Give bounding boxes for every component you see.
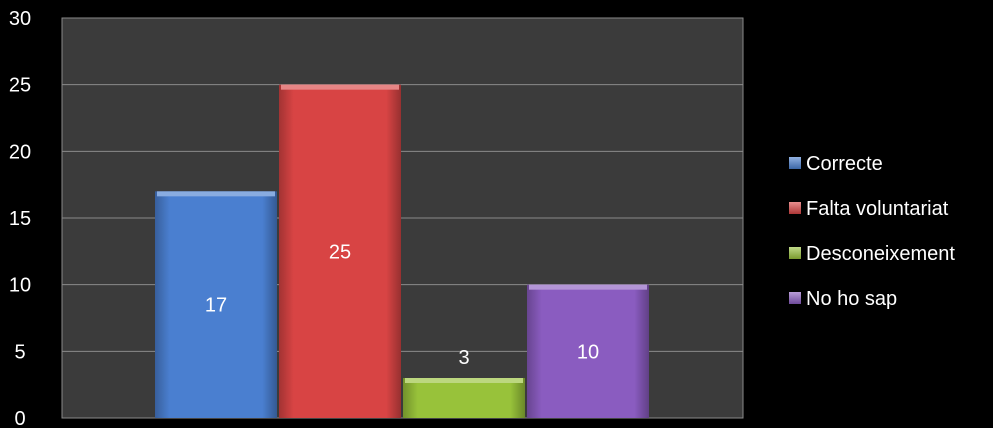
legend-label: Desconeixement: [806, 243, 955, 265]
y-tick-label: 25: [9, 75, 31, 97]
y-tick-label: 20: [9, 141, 31, 163]
data-label: 3: [458, 347, 469, 369]
legend-swatch: [789, 202, 801, 214]
legend-swatch: [789, 292, 801, 304]
bar-top-highlight: [281, 85, 399, 90]
data-label: 17: [205, 295, 227, 317]
legend-label: Correcte: [806, 153, 883, 175]
bar-top-highlight: [405, 378, 523, 383]
data-label: 10: [577, 341, 599, 363]
legend-label: Falta voluntariat: [806, 198, 949, 220]
legend-swatch: [789, 157, 801, 169]
data-label: 25: [329, 241, 351, 263]
y-tick-label: 10: [9, 275, 31, 297]
y-tick-label: 0: [14, 408, 25, 428]
bar-top-highlight: [529, 285, 647, 290]
bar-desconeixement: [403, 378, 525, 418]
legend-label: No ho sap: [806, 288, 897, 310]
y-tick-label: 15: [9, 208, 31, 230]
legend: Correcte Falta voluntariat Desconeixement N…: [789, 153, 955, 310]
y-axis-ticks: 0 5 10 15 20 25 30: [9, 8, 31, 428]
y-tick-label: 30: [9, 8, 31, 30]
legend-swatch: [789, 247, 801, 259]
y-tick-label: 5: [14, 341, 25, 363]
bar-top-highlight: [157, 191, 275, 196]
